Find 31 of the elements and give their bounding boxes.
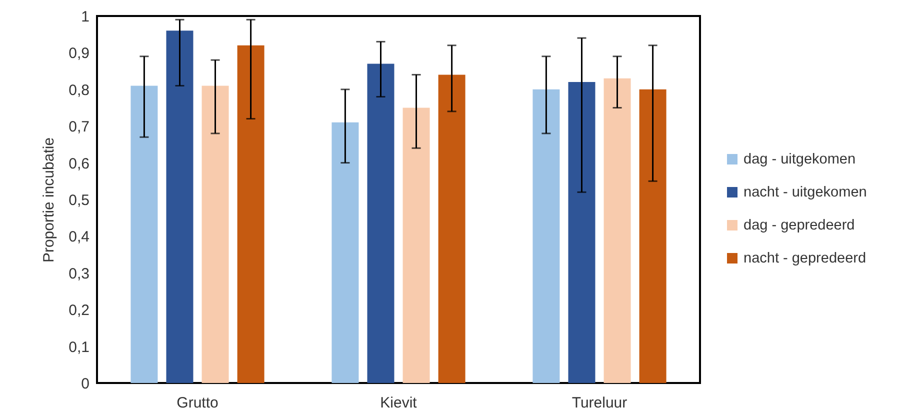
bar: [438, 74, 466, 383]
y-tick-label: 0,9: [68, 45, 90, 62]
legend-label: dag - gepredeerd: [744, 217, 855, 234]
bar: [639, 89, 666, 383]
bar: [237, 45, 264, 383]
legend-label: nacht - uitgekomen: [744, 184, 867, 200]
y-tick-label: 0,1: [68, 338, 90, 356]
legend-label: nacht - gepredeerd: [744, 250, 866, 266]
bar: [130, 86, 158, 383]
x-tick-label: Tureluur: [572, 394, 628, 412]
x-tick-label: Kievit: [380, 394, 418, 412]
y-tick-label: 0,7: [68, 118, 90, 136]
bar: [604, 78, 631, 383]
y-tick-label: 0,4: [68, 228, 90, 246]
bar: [166, 30, 194, 383]
x-tick-label: Grutto: [176, 394, 218, 412]
y-tick-label: 0,3: [68, 265, 90, 282]
y-tick-label: 0: [81, 376, 90, 392]
bar: [568, 82, 596, 383]
y-tick-label: 0,8: [68, 82, 90, 99]
y-axis-title: Proportie incubatie: [40, 137, 58, 263]
bar: [402, 108, 430, 383]
bar: [367, 64, 394, 383]
bar: [332, 122, 359, 383]
legend-label: dag - uitgekomen: [744, 151, 856, 168]
y-tick-label: 0,2: [68, 302, 90, 320]
y-tick-label: 0,6: [68, 155, 90, 172]
bar: [532, 89, 560, 383]
bar: [202, 86, 229, 383]
y-tick-label: 1: [81, 8, 90, 26]
y-tick-label: 0,5: [68, 192, 90, 209]
